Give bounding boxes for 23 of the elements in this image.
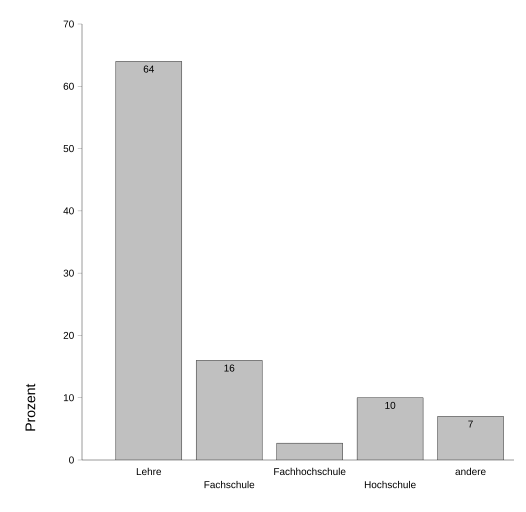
- x-tick-label: andere: [455, 468, 486, 476]
- bar: [116, 61, 182, 460]
- y-axis-title: Prozent: [26, 384, 36, 431]
- x-tick-label: Fachhochschule: [274, 468, 346, 476]
- x-tick-label: Hochschule: [364, 480, 416, 488]
- y-tick-label: 50: [64, 145, 74, 152]
- bar: [437, 416, 504, 460]
- y-tick-label: 20: [64, 332, 74, 339]
- x-tick-label: Lehre: [136, 468, 162, 476]
- data-label: 64: [144, 66, 154, 73]
- bar: [357, 398, 424, 460]
- y-tick-label: 0: [69, 456, 74, 464]
- y-tick-label: 10: [64, 394, 74, 402]
- y-tick-label: 30: [64, 270, 74, 277]
- bar: [276, 443, 343, 460]
- y-tick-label: 70: [64, 20, 74, 28]
- x-tick-label: Fachschule: [204, 480, 254, 488]
- bar: [196, 360, 262, 460]
- data-label: 7: [468, 420, 473, 428]
- data-label: 16: [224, 364, 234, 372]
- data-label: 10: [385, 402, 396, 409]
- y-tick-label: 40: [63, 207, 74, 214]
- y-tick-label: 60: [64, 82, 74, 90]
